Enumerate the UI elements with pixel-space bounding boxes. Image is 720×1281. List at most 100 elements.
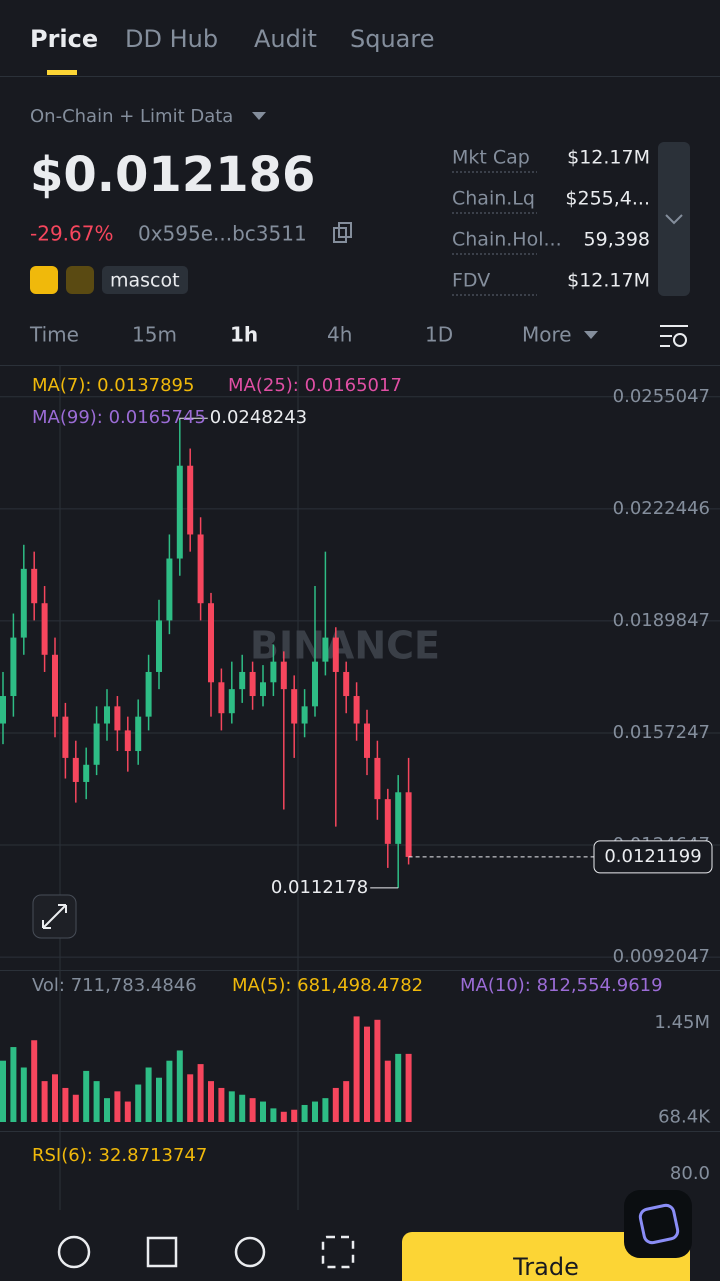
volume-bar [291, 1109, 298, 1122]
volume-bar [41, 1081, 48, 1122]
draw-icon[interactable] [146, 1236, 178, 1268]
candle-body [312, 661, 318, 707]
expand-button[interactable] [658, 142, 690, 296]
metric-value: $12.17M [567, 147, 650, 169]
candle-body [374, 757, 381, 800]
volume-bar [10, 1047, 17, 1122]
assistant-button[interactable] [624, 1190, 692, 1258]
candle-body [197, 534, 204, 604]
candle-body [52, 654, 58, 717]
tab[interactable]: Price [30, 25, 98, 53]
timeframes: Time 15m 1h 4h 1D More [29, 323, 572, 347]
more-icon[interactable] [57, 1235, 91, 1269]
candle-body [218, 682, 225, 714]
candle-body [31, 568, 38, 604]
candle-body [384, 799, 391, 844]
ma-label: MA(7): 0.0137895 [32, 375, 194, 396]
metric-value: $12.17M [567, 270, 650, 292]
tab[interactable]: Square [350, 25, 435, 53]
candle-body [72, 757, 79, 782]
y-tick-label: 0.0092047 [613, 946, 710, 967]
volume-bar [301, 1104, 308, 1122]
y-tick-label: 0.0189847 [613, 610, 710, 631]
vol-tick-label: 68.4K [658, 1106, 711, 1127]
volume-bar [260, 1101, 266, 1122]
volume-bar [332, 1087, 339, 1122]
rsi-tick: 80.0 [670, 1163, 710, 1184]
source-select[interactable]: On-Chain + Limit Data [30, 106, 233, 127]
assistant-icon [638, 1203, 680, 1245]
volume-bar [197, 1064, 204, 1122]
icon-gear [673, 333, 687, 347]
volume-bar [52, 1074, 58, 1122]
volume-bar [280, 1111, 287, 1122]
y-tick-label: 0.0255047 [613, 386, 710, 407]
candle-body [20, 568, 27, 638]
copy-icon [338, 222, 352, 238]
volume-bar [353, 1016, 360, 1122]
candle-body [135, 716, 142, 752]
metrics: Mkt Cap $12.17M Chain.Lq $255,4...Chain.Hol… [452, 147, 650, 296]
volume-bar [249, 1098, 256, 1122]
volume-bar [384, 1060, 391, 1122]
tab-indicator [47, 70, 77, 75]
candle-body [395, 792, 402, 844]
timeframe[interactable]: 4h [327, 323, 352, 347]
volume-bar [114, 1091, 121, 1122]
timeframe[interactable]: More [522, 323, 572, 347]
timeframe[interactable]: 1D [425, 323, 453, 347]
candle-body [270, 661, 277, 683]
dropdown-arrow [584, 331, 598, 339]
candle-body [145, 671, 152, 717]
tab[interactable]: DD Hub [125, 25, 218, 53]
candle-body [83, 764, 90, 782]
price-change: -29.67% [30, 222, 113, 246]
candle-body [260, 682, 266, 697]
candle-body [156, 620, 162, 672]
metric-value: 59,398 [584, 229, 650, 251]
candle-body [41, 603, 48, 655]
volume-bar [83, 1070, 90, 1122]
tag [102, 266, 188, 294]
volume-bar [124, 1101, 131, 1122]
candle-body [10, 637, 17, 697]
timeframe[interactable]: 15m [132, 323, 177, 347]
candle-body [0, 696, 6, 724]
y-tick-label: 0.0222446 [613, 498, 710, 519]
volume-bar [343, 1081, 350, 1122]
volume-bar [72, 1094, 79, 1122]
candle-body [228, 689, 235, 714]
platform-icon [66, 266, 94, 294]
candle-body [291, 689, 298, 724]
contract-address: 0x595e...bc3511 [138, 222, 307, 246]
volume-bar [395, 1053, 402, 1122]
tab[interactable]: Audit [254, 25, 317, 53]
low-label: 0.0112178 [271, 877, 368, 898]
settings-icon[interactable] [660, 325, 688, 347]
trade-button[interactable] [402, 1232, 690, 1281]
metric-label: Mkt Cap [452, 147, 530, 169]
trade-label: Trade [512, 1253, 579, 1281]
vol-label: Vol: 711,783.4846 [32, 975, 197, 996]
candle-body [176, 465, 183, 559]
volume-bar [374, 1019, 381, 1122]
candle-body [364, 723, 370, 758]
timeframe[interactable]: Time [29, 323, 79, 347]
candle-body [208, 603, 214, 683]
metric-label: Chain.Lq [452, 188, 535, 210]
timeframe[interactable]: 1h [230, 323, 258, 347]
candle-body [62, 716, 69, 758]
volume-bar [104, 1098, 110, 1122]
token-tag: mascot [110, 270, 180, 292]
alert-icon[interactable] [234, 1236, 266, 1268]
chain-icon [30, 266, 58, 294]
vol-ma-label: MA(10): 812,554.9619 [460, 975, 663, 996]
high-marker [179, 417, 208, 421]
volume-bar [405, 1053, 412, 1122]
candle-body [249, 671, 256, 697]
volume-bar [364, 1026, 370, 1122]
volume-bar [187, 1074, 194, 1122]
